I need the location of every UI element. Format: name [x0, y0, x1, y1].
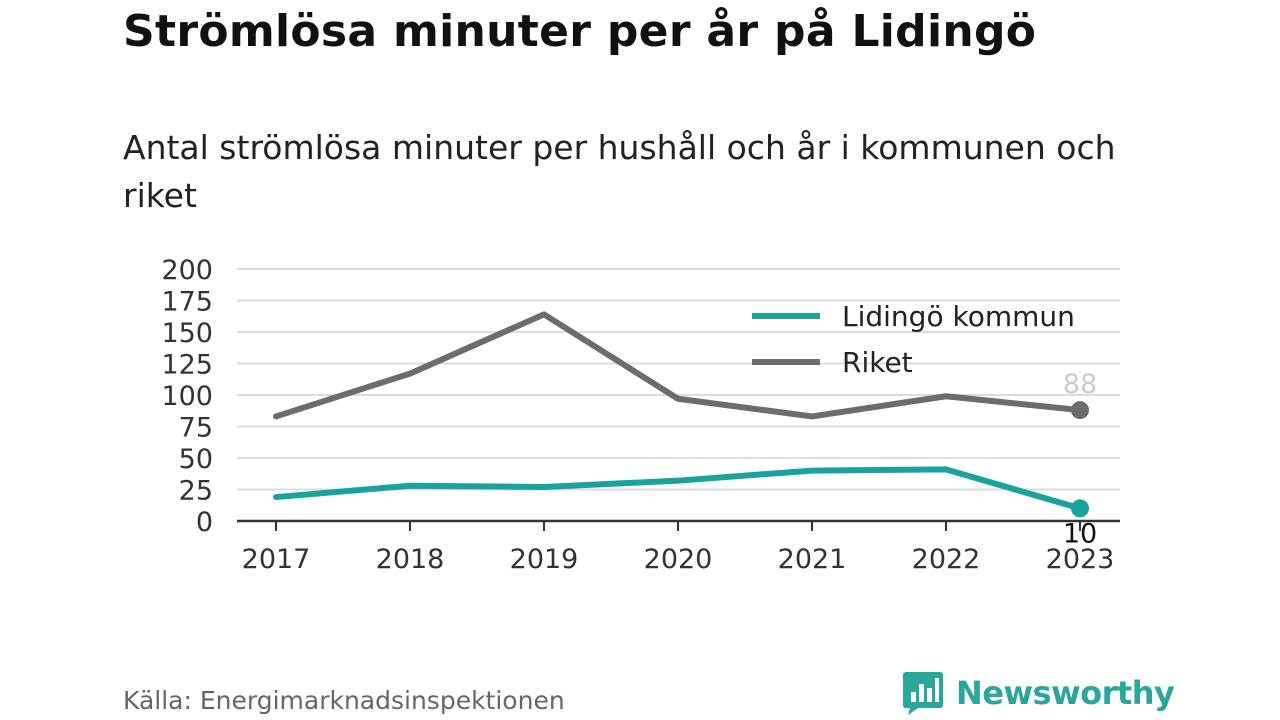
end-point-marker [1071, 401, 1089, 420]
newsworthy-logo: Newsworthy [902, 670, 1175, 716]
brand-name: Newsworthy [956, 674, 1175, 712]
x-tick-label: 2023 [1046, 544, 1115, 575]
chart-title: Strömlösa minuter per år på Lidingö [123, 6, 1037, 57]
y-tick-label: 200 [161, 255, 213, 286]
end-value-label: 88 [1063, 369, 1097, 400]
y-tick-label: 50 [179, 444, 213, 475]
x-tick-label: 2018 [376, 544, 445, 575]
x-tick-label: 2022 [912, 544, 981, 575]
end-value-label: 10 [1063, 518, 1097, 549]
source-text: Källa: Energimarknadsinspektionen [123, 686, 565, 715]
y-tick-label: 25 [179, 476, 213, 507]
chart-subtitle: Antal strömlösa minuter per hushåll och … [123, 128, 1116, 215]
legend-label: Riket [842, 346, 913, 379]
x-tick-label: 2017 [242, 544, 311, 575]
y-tick-label: 100 [161, 381, 213, 412]
y-tick-label: 150 [161, 318, 213, 349]
x-tick-label: 2020 [644, 544, 713, 575]
series-line [273, 466, 1083, 512]
y-tick-label: 125 [161, 350, 213, 381]
y-tick-label: 75 [179, 413, 213, 444]
end-point-marker [1071, 499, 1089, 518]
x-tick-label: 2021 [778, 544, 847, 575]
bar-chart-speech-bubble-icon [903, 672, 943, 715]
legend-label: Lidingö kommun [842, 300, 1075, 333]
x-tick-label: 2019 [510, 544, 579, 575]
series-line [273, 311, 1083, 420]
y-tick-label: 0 [196, 507, 213, 538]
y-tick-label: 175 [161, 287, 213, 318]
